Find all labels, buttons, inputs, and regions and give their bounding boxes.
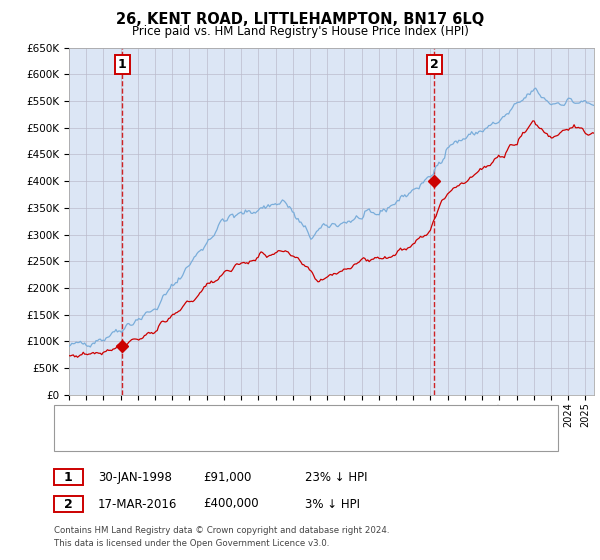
Text: 26, KENT ROAD, LITTLEHAMPTON, BN17 6LQ (detached house): 26, KENT ROAD, LITTLEHAMPTON, BN17 6LQ (…: [111, 413, 454, 423]
Text: HPI: Average price, detached house, Arun: HPI: Average price, detached house, Arun: [111, 433, 339, 443]
Text: 26, KENT ROAD, LITTLEHAMPTON, BN17 6LQ: 26, KENT ROAD, LITTLEHAMPTON, BN17 6LQ: [116, 12, 484, 27]
Text: 2: 2: [430, 58, 439, 71]
Text: £400,000: £400,000: [203, 497, 259, 511]
Text: 2: 2: [64, 497, 73, 511]
Text: 17-MAR-2016: 17-MAR-2016: [98, 497, 177, 511]
Text: Price paid vs. HM Land Registry's House Price Index (HPI): Price paid vs. HM Land Registry's House …: [131, 25, 469, 38]
Text: 30-JAN-1998: 30-JAN-1998: [98, 470, 172, 484]
Text: £91,000: £91,000: [203, 470, 251, 484]
Text: This data is licensed under the Open Government Licence v3.0.: This data is licensed under the Open Gov…: [54, 539, 329, 548]
Text: 23% ↓ HPI: 23% ↓ HPI: [305, 470, 367, 484]
Text: 1: 1: [64, 470, 73, 484]
Text: 3% ↓ HPI: 3% ↓ HPI: [305, 497, 360, 511]
Text: 1: 1: [118, 58, 127, 71]
Text: Contains HM Land Registry data © Crown copyright and database right 2024.: Contains HM Land Registry data © Crown c…: [54, 526, 389, 535]
